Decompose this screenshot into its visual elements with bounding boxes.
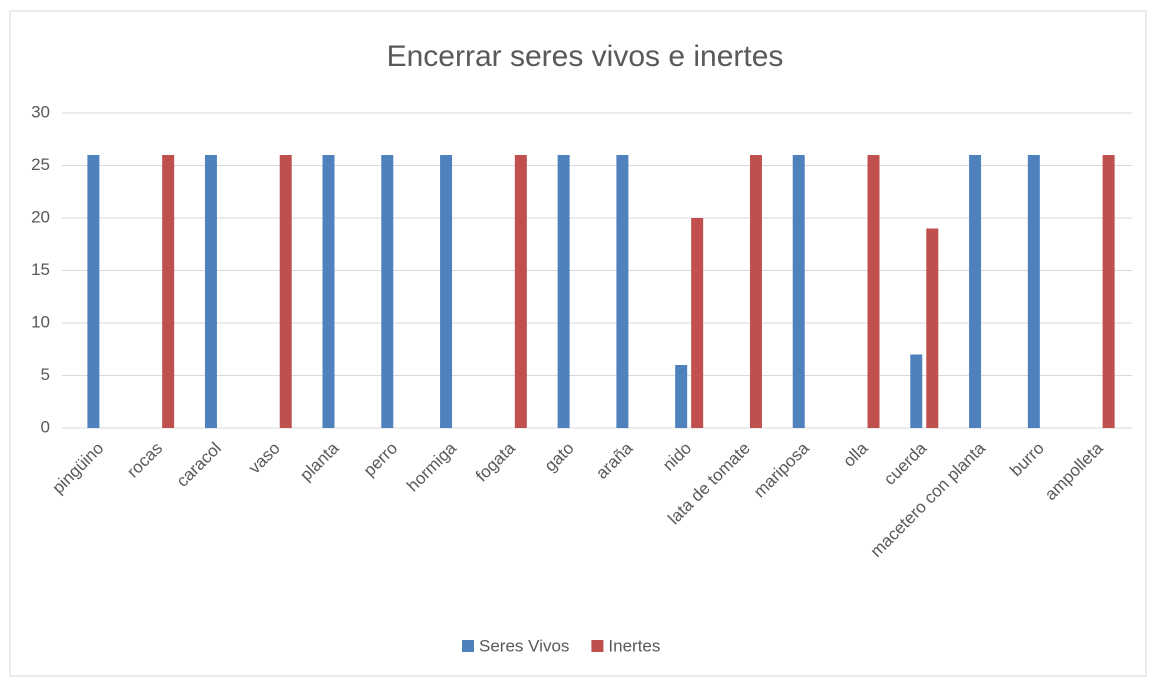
y-tick-label: 5: [41, 365, 50, 384]
bar: [1027, 155, 1040, 428]
bar: [926, 228, 939, 428]
chart-title: Encerrar seres vivos e inertes: [387, 40, 784, 73]
legend-swatch: [462, 640, 474, 652]
bar: [675, 365, 688, 428]
y-tick-label: 20: [31, 207, 50, 226]
y-tick-label: 0: [41, 417, 50, 436]
bar: [557, 155, 570, 428]
bar: [322, 155, 335, 428]
bar: [792, 155, 805, 428]
bar: [691, 218, 704, 428]
y-tick-label: 30: [31, 102, 50, 121]
bar: [910, 354, 923, 428]
bar: [969, 155, 982, 428]
bar: [514, 155, 527, 428]
y-tick-label: 10: [31, 312, 50, 331]
bar: [381, 155, 394, 428]
bar: [87, 155, 100, 428]
y-tick-label: 15: [31, 260, 50, 279]
legend-label: Inertes: [608, 636, 660, 655]
bar: [749, 155, 762, 428]
bar: [440, 155, 453, 428]
bar: [279, 155, 292, 428]
bar: [1102, 155, 1115, 428]
legend-swatch: [591, 640, 604, 652]
chart-frame: [9, 10, 1147, 677]
y-tick-label: 25: [31, 155, 50, 174]
bar: [867, 155, 880, 428]
legend-label: Seres Vivos: [479, 636, 569, 655]
bar: [616, 155, 629, 428]
bar: [204, 155, 217, 428]
bar: [162, 155, 175, 428]
